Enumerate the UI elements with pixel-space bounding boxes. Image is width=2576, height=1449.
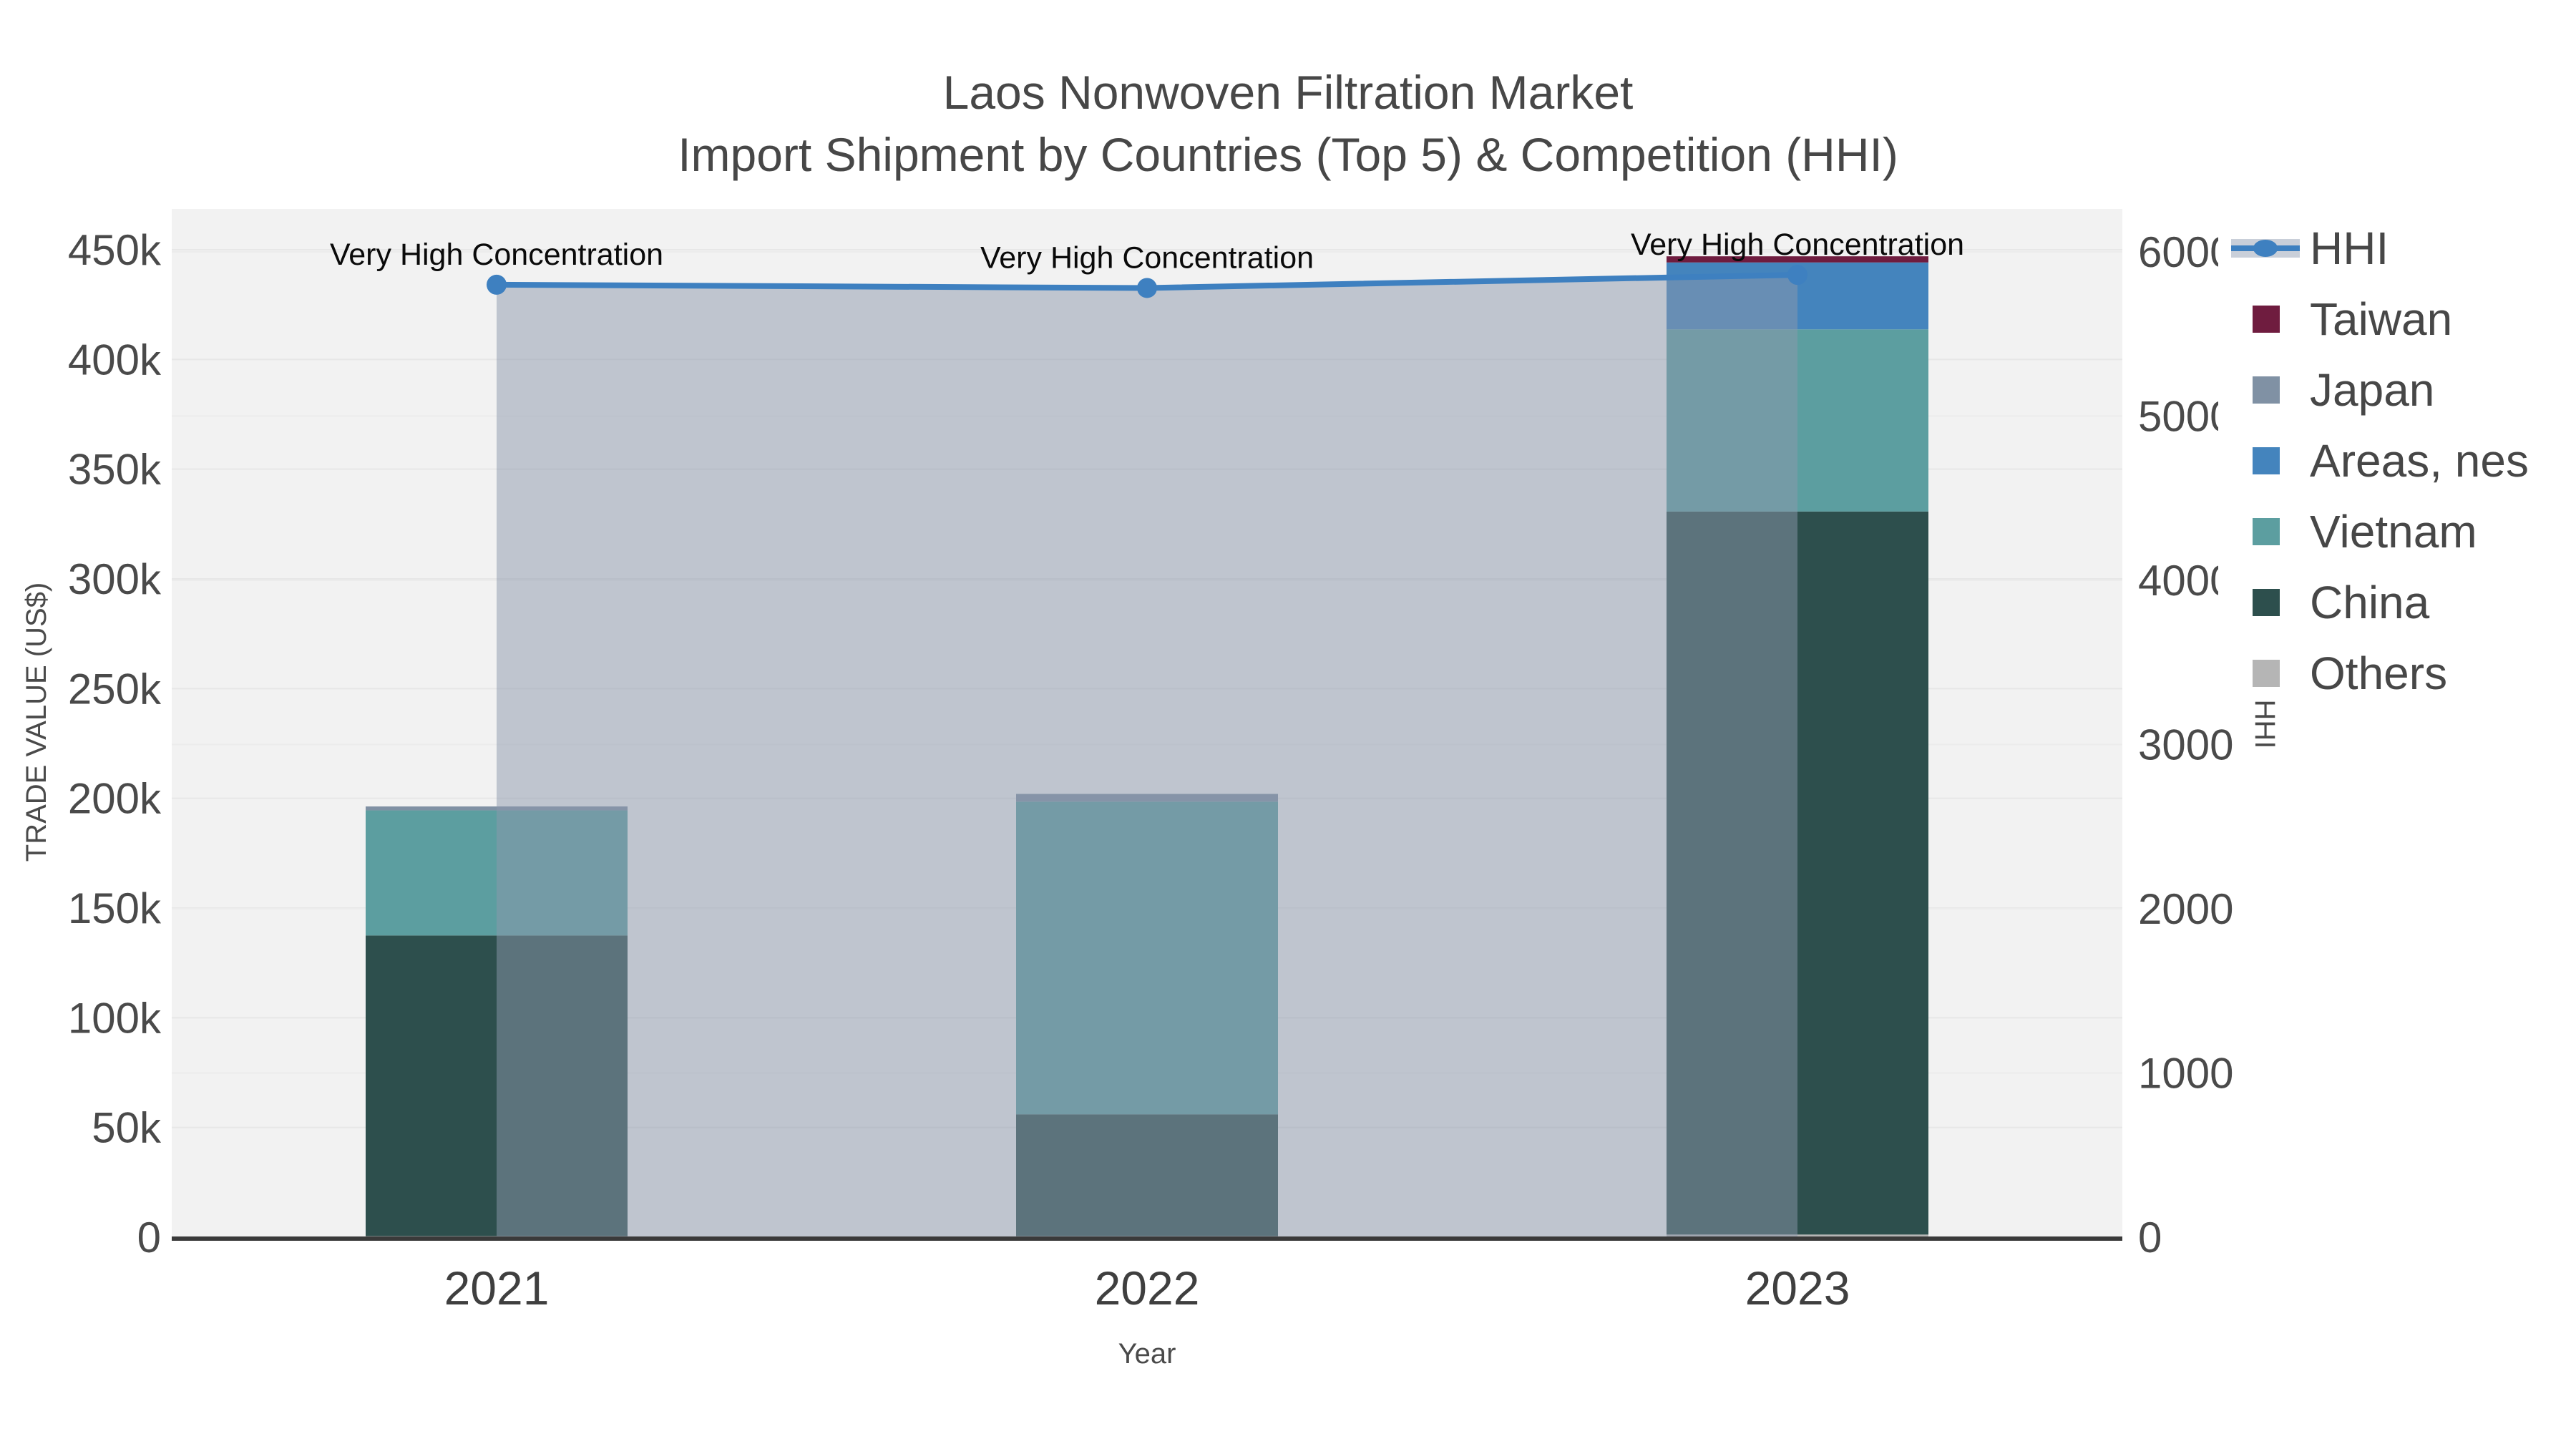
hhi-point-2022[interactable] [1137,278,1157,298]
y-right-tick-3000: 3000 [2138,721,2233,769]
chart-subtitle: Import Shipment by Countries (Top 5) & C… [678,128,1898,181]
hhi-area-fill [497,275,1797,1237]
hhi-area-layer [497,275,1797,1237]
y-right-tick-5000: 5000 [2138,393,2233,441]
annotation-2022: Very High Concentration [980,240,1314,275]
y-right-tick-4000: 4000 [2138,557,2233,605]
legend-item-taiwan[interactable]: Taiwan [2253,293,2452,345]
legend-label-taiwan: Taiwan [2310,293,2452,345]
legend-label-japan: Japan [2310,364,2434,416]
y-left-tick-0: 0 [137,1214,161,1262]
y-left-tick-300k: 300k [68,555,162,603]
y-left-tick-450k: 450k [68,226,162,274]
annotation-2021: Very High Concentration [330,238,663,272]
y-left-tick-350k: 350k [68,446,162,494]
legend-label-vietnam: Vietnam [2310,506,2477,557]
legend-item-china[interactable]: China [2253,577,2430,628]
x-tick-2022: 2022 [1095,1262,1200,1314]
y-right-tick-0: 0 [2138,1214,2162,1262]
y-left-tick-200k: 200k [68,775,162,823]
y-left-tick-100k: 100k [68,994,162,1042]
legend-item-hhi[interactable]: HHI [2231,223,2389,274]
y-left-tick-50k: 50k [92,1104,162,1152]
y-right-tick-1000: 1000 [2138,1050,2233,1098]
y-left-axis-title: TRADE VALUE (US$) [21,582,52,862]
legend-item-vietnam[interactable]: Vietnam [2253,506,2477,557]
legend-item-japan[interactable]: Japan [2253,364,2434,416]
hhi-point-2023[interactable] [1787,265,1807,286]
legend-swatch-china-icon [2253,589,2280,616]
chart-title: Laos Nonwoven Filtration Market [943,66,1634,119]
y-right-axis-title: HHI [2249,700,2280,749]
hhi-legend-marker-icon [2253,240,2278,257]
x-axis-title: Year [1118,1338,1176,1370]
legend-label-china: China [2310,577,2430,628]
legend-swatch-taiwan-icon [2253,306,2280,333]
hhi-point-2021[interactable] [487,274,507,295]
annotation-2023: Very High Concentration [1631,228,1964,262]
y-right-tick-2000: 2000 [2138,885,2233,933]
y-right-tick-6000: 6000 [2138,228,2233,276]
legend-swatch-areas-nes-icon [2253,447,2280,474]
legend-layer: HHI Taiwan Japan Areas, nes Vietnam China Othe… [2218,211,2576,705]
legend-label-others: Others [2310,648,2447,699]
legend-swatch-vietnam-icon [2253,518,2280,545]
legend-item-others[interactable]: Others [2253,648,2447,699]
legend-item-areas-nes[interactable]: Areas, nes [2253,435,2529,487]
legend-label-areas-nes: Areas, nes [2310,435,2529,487]
axes-layer: 0 50k 100k 150k 200k 250k 300k 350k 400k 450k 0 100… [68,226,2234,1314]
bar-2023-taiwan[interactable] [1667,256,1928,263]
x-tick-2021: 2021 [444,1262,550,1314]
hhi-line-layer [487,265,1807,298]
legend-swatch-others-icon [2253,660,2280,687]
annotations-layer: Very High Concentration Very High Concent… [330,228,1964,275]
legend-swatch-japan-icon [2253,376,2280,404]
x-tick-2023: 2023 [1745,1262,1850,1314]
y-left-tick-400k: 400k [68,336,162,384]
legend-label-hhi: HHI [2310,223,2389,274]
y-left-tick-250k: 250k [68,665,162,713]
y-left-tick-150k: 150k [68,884,162,932]
